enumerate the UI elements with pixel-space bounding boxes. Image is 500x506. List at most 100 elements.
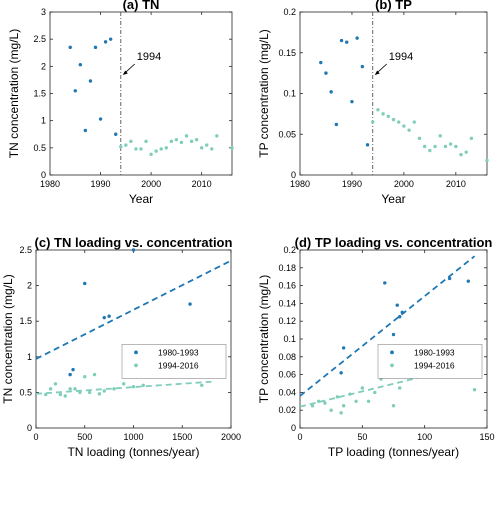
y-tick-label: 2.5 <box>33 34 46 44</box>
data-point-post <box>454 144 458 149</box>
data-point-pre <box>360 64 365 69</box>
y-tick-label: 0.5 <box>19 387 32 397</box>
data-point-pre <box>466 279 470 283</box>
data-point-post <box>144 139 148 144</box>
data-point-post <box>433 144 437 149</box>
y-axis-label: TN concentration (mg/L) <box>7 29 21 158</box>
data-point-post <box>139 147 143 151</box>
x-tick-label: 1980 <box>40 179 60 189</box>
legend-marker-pre <box>390 350 394 355</box>
data-point-post <box>189 139 194 144</box>
x-tick-label: 0 <box>33 432 38 442</box>
x-tick-label: 1000 <box>123 432 143 442</box>
x-tick-label: 1500 <box>172 432 192 442</box>
annotation-arrowhead <box>374 70 380 75</box>
y-tick-label: 1.5 <box>19 316 32 326</box>
data-point-post <box>159 147 163 151</box>
legend-box <box>377 344 483 379</box>
data-point-post <box>381 112 385 116</box>
x-axis-label: Year <box>381 192 405 206</box>
data-point-post <box>391 117 396 122</box>
data-point-post <box>184 134 189 138</box>
y-tick-label: 0.16 <box>278 281 296 291</box>
data-point-post <box>129 139 133 144</box>
x-tick-label: 2000 <box>221 432 241 442</box>
data-point-post <box>102 389 106 393</box>
x-axis-label: Year <box>129 192 153 206</box>
panel-title: (d) TP loading vs. concentration <box>295 235 493 250</box>
data-point-post <box>422 144 427 149</box>
y-tick-label: 0.04 <box>278 387 296 397</box>
data-point-post <box>92 372 97 377</box>
y-tick-label: 0.15 <box>278 48 296 58</box>
data-point-pre <box>83 128 88 133</box>
data-point-pre <box>68 372 72 377</box>
y-tick-label: 0.5 <box>33 143 46 153</box>
data-point-post <box>376 108 380 112</box>
panel-a: (a) TN 1980 1990 2000 2010 0 0.5 1 1.5 2 2.5 3 Year T… <box>7 0 234 206</box>
data-point-post <box>366 399 371 403</box>
x-axis-label: TN loading (tonnes/year) <box>67 445 199 459</box>
data-point-pre <box>319 60 323 65</box>
y-axis-label: TN concentration (mg/L) <box>1 274 15 403</box>
data-point-post <box>459 152 463 157</box>
panel-d: (d) TP loading vs. concentration 0 50 100 15… <box>257 235 495 459</box>
x-tick-label: 1990 <box>342 179 362 189</box>
data-point-post <box>485 158 489 163</box>
panel-title: (c) TN loading vs. concentration <box>35 235 233 250</box>
data-point-post <box>354 399 358 403</box>
data-point-pre <box>98 117 103 121</box>
data-point-pre <box>108 37 113 41</box>
data-point-pre <box>398 315 402 319</box>
data-point-post <box>348 392 352 396</box>
y-tick-label: 2 <box>41 61 46 71</box>
data-point-post <box>448 142 453 146</box>
y-tick-label: 2 <box>27 281 32 291</box>
data-point-post <box>386 114 391 119</box>
data-point-post <box>438 134 442 138</box>
data-point-post <box>391 404 396 408</box>
data-point-post <box>53 382 58 386</box>
data-point-post <box>97 392 102 396</box>
y-tick-label: 1.5 <box>33 89 46 99</box>
data-point-post <box>154 149 158 153</box>
y-tick-label: 0 <box>41 170 46 180</box>
data-point-post <box>131 385 136 389</box>
data-point-pre <box>355 36 359 40</box>
data-point-post <box>68 387 72 391</box>
y-tick-label: 0.18 <box>278 263 296 273</box>
legend: 1980-1993 1994-2016 <box>121 344 227 379</box>
data-point-post <box>469 136 474 141</box>
x-tick-label: 500 <box>77 432 92 442</box>
data-point-pre <box>102 315 106 320</box>
x-tick-label: 2010 <box>446 179 466 189</box>
data-point-pre <box>339 38 344 43</box>
data-point-post <box>58 392 63 397</box>
data-point-pre <box>339 371 343 375</box>
panel-title: (b) TP <box>375 0 412 12</box>
y-tick-label: 0 <box>291 423 296 433</box>
data-point-pre <box>391 332 396 337</box>
y-axis-label: TP concentration (mg/L) <box>257 275 271 404</box>
data-point-post <box>83 375 87 379</box>
data-point-pre <box>365 143 370 147</box>
data-point-pre <box>188 302 192 306</box>
data-point-pre <box>107 314 111 318</box>
data-point-post <box>164 146 168 150</box>
data-point-post <box>179 140 184 145</box>
data-point-post <box>398 386 402 390</box>
axes-box <box>299 249 488 429</box>
y-tick-label: 0.1 <box>283 334 296 344</box>
legend-marker-post <box>390 363 394 368</box>
data-point-pre <box>83 281 87 286</box>
data-point-post <box>417 136 422 141</box>
legend-label: 1980-1993 <box>158 347 199 357</box>
y-tick-label: 0.06 <box>278 370 296 380</box>
data-point-post <box>230 146 234 150</box>
data-point-pre <box>73 89 77 93</box>
data-point-post <box>310 404 315 408</box>
x-tick-label: 2000 <box>141 179 161 189</box>
data-point-pre <box>78 63 83 67</box>
legend-marker-post <box>134 363 138 368</box>
y-tick-label: 0 <box>291 170 296 180</box>
